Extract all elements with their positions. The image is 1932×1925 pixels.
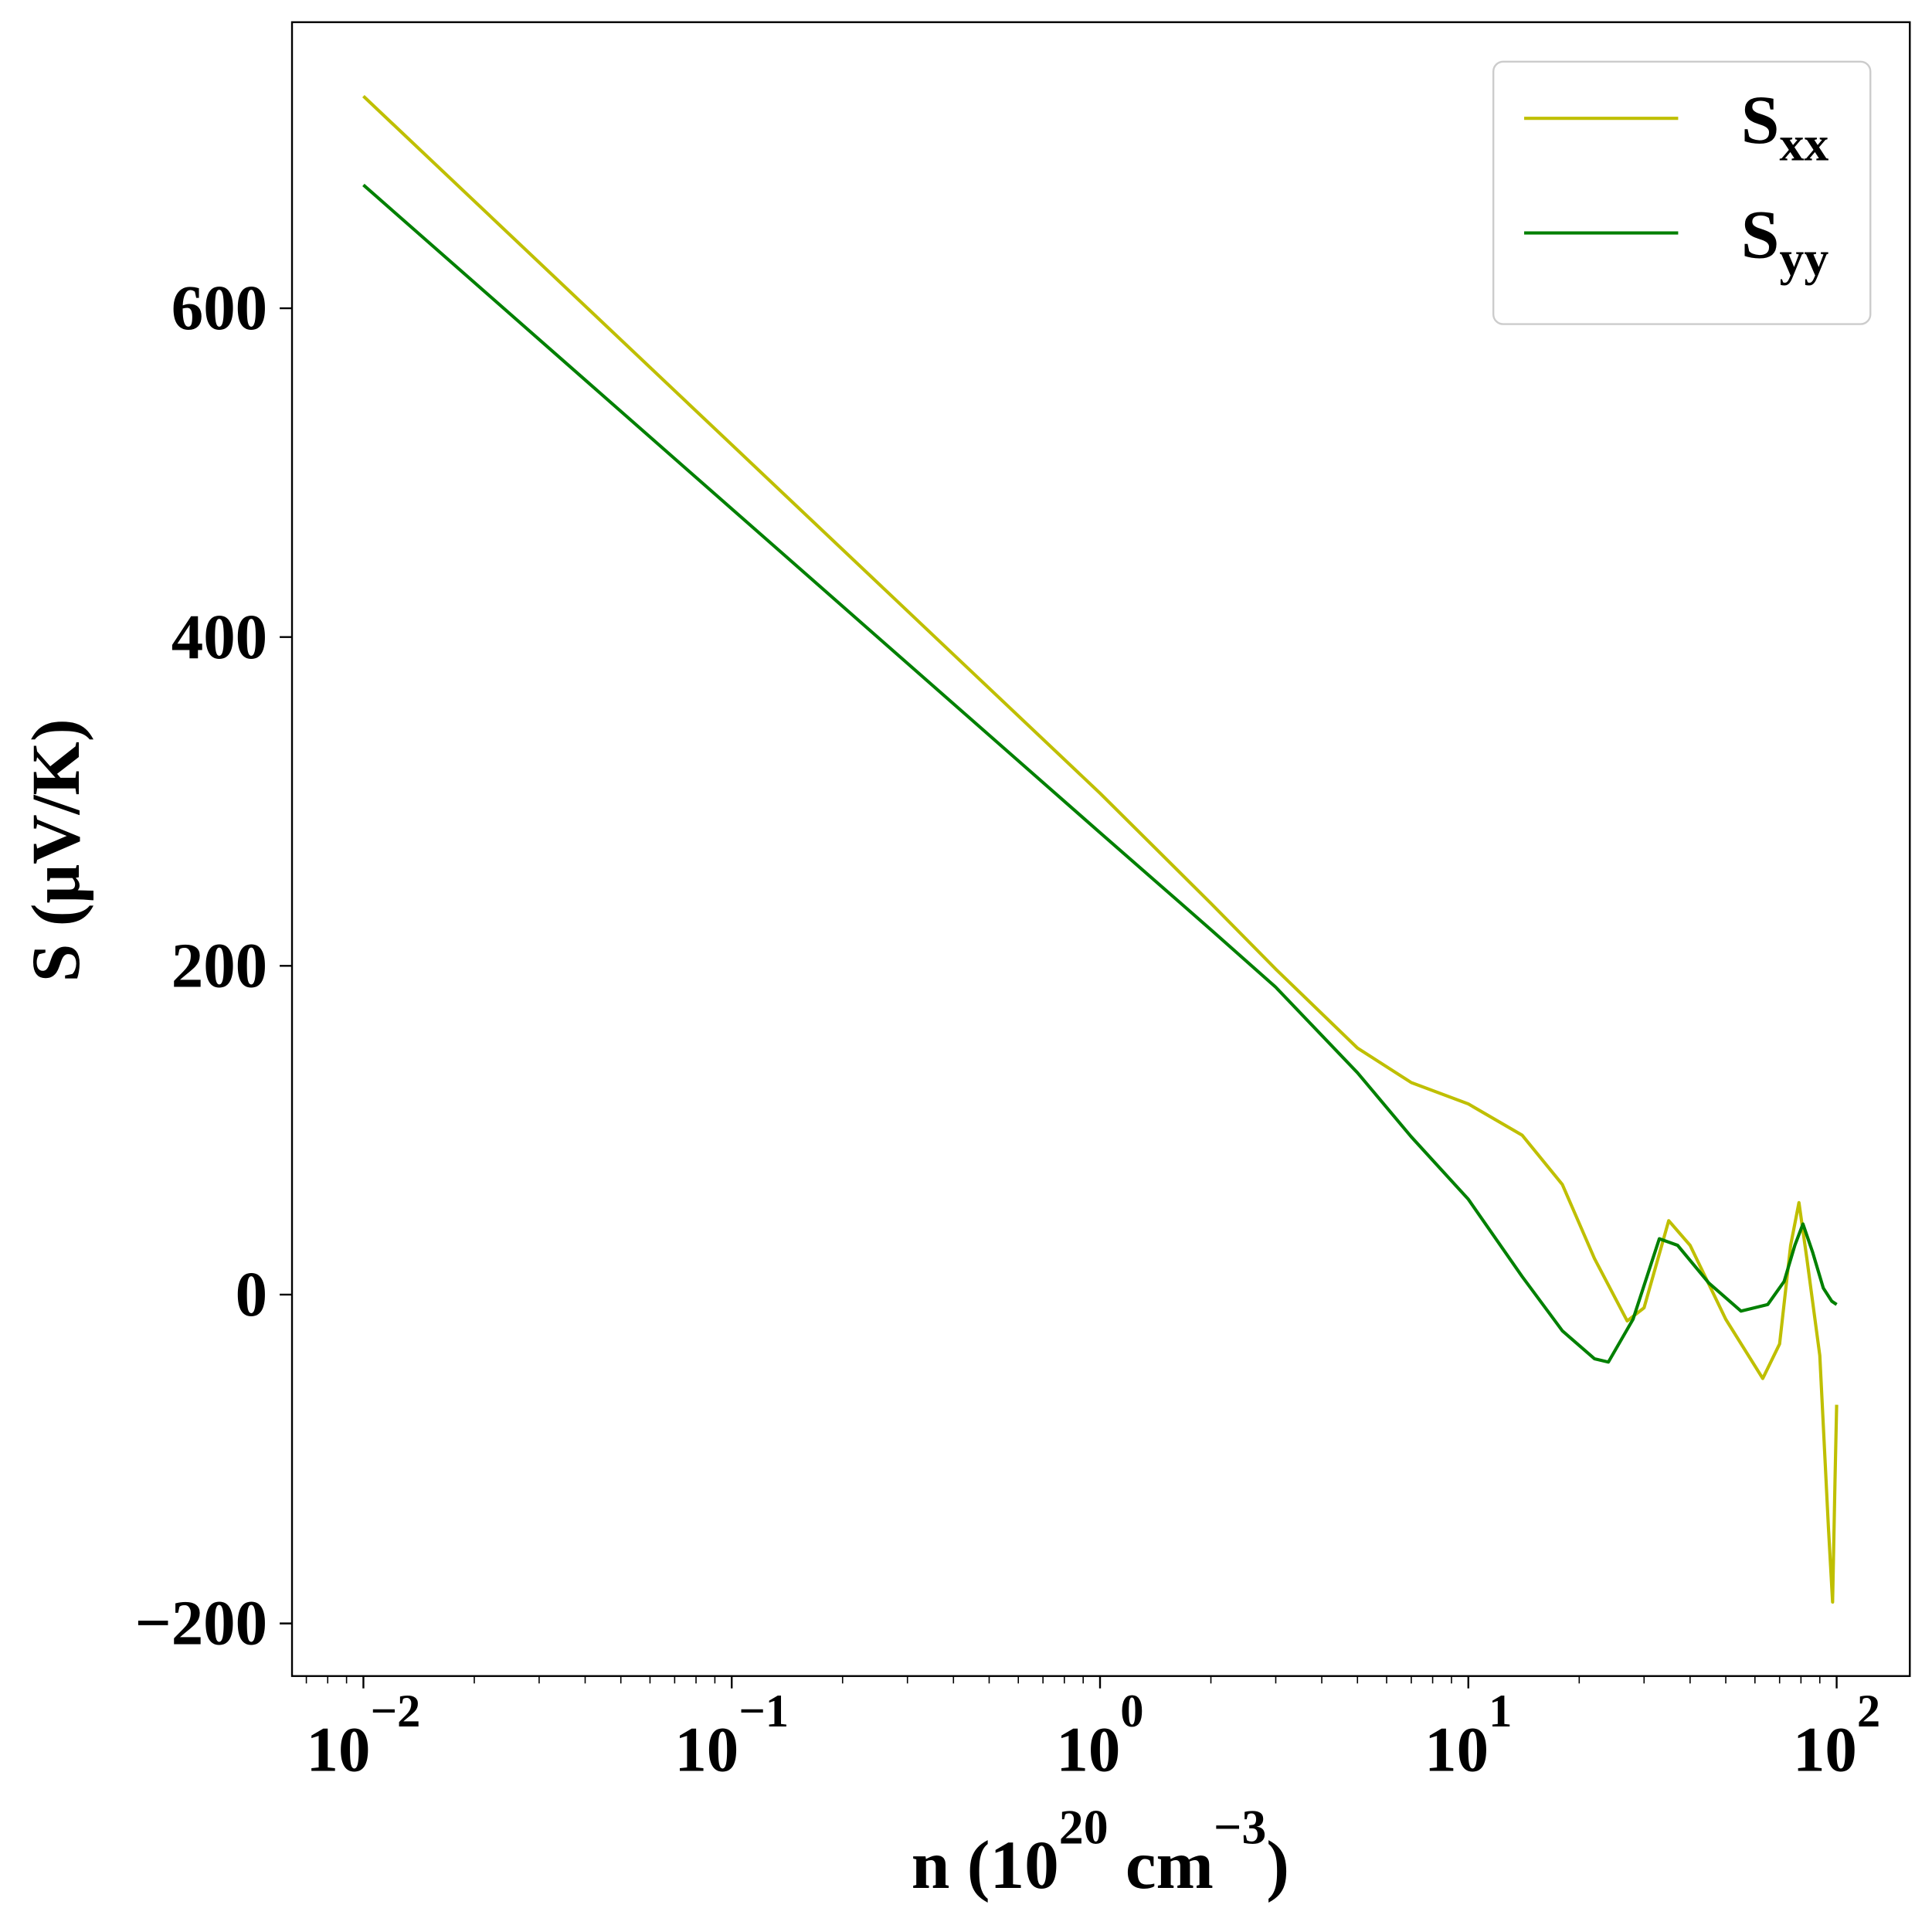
x-tick-label: 10−2 [307, 1686, 421, 1784]
legend-name: S [1741, 82, 1780, 158]
legend-subscript: xx [1779, 116, 1828, 171]
x-axis-label: n (1020 cm−3) [912, 1800, 1289, 1903]
x-tick-label: 101 [1424, 1686, 1512, 1784]
x-axis-label-part: ) [1266, 1827, 1289, 1903]
legend-name: S [1741, 196, 1780, 273]
legend-subscript: yy [1779, 231, 1828, 286]
x-axis-label-part: n (10 [912, 1827, 1059, 1903]
x-tick-exponent: 1 [1489, 1686, 1512, 1737]
y-tick-label: 0 [236, 1258, 267, 1329]
x-tick-label: 100 [1056, 1686, 1143, 1784]
series-line [362, 183, 1838, 1364]
x-tick-base: 10 [1793, 1714, 1857, 1785]
y-tick-label: 200 [171, 929, 267, 1000]
x-tick-base: 10 [1424, 1714, 1489, 1785]
x-axis-label-part: cm [1109, 1827, 1214, 1903]
x-tick-exponent: −1 [739, 1686, 789, 1737]
x-tick-exponent: −2 [370, 1686, 420, 1737]
x-axis-label-part: −3 [1214, 1800, 1266, 1855]
x-tick-exponent: 0 [1120, 1686, 1143, 1737]
x-tick-base: 10 [674, 1714, 739, 1785]
x-tick-exponent: 2 [1857, 1686, 1880, 1737]
x-tick-base: 10 [307, 1714, 371, 1785]
y-tick-label: 600 [171, 272, 267, 343]
legend-box [1492, 60, 1872, 325]
x-tick-label: 10−1 [674, 1686, 789, 1784]
legend-label: Syy [1741, 196, 1829, 285]
x-tick-base: 10 [1056, 1714, 1120, 1785]
y-axis-label: S (μV/K) [18, 718, 94, 982]
y-tick-label: 400 [171, 601, 267, 672]
y-tick-label: −200 [134, 1587, 267, 1658]
legend-label: Sxx [1741, 82, 1829, 171]
series-line [362, 94, 1839, 1604]
x-axis-label-part: 20 [1059, 1800, 1109, 1855]
plot-frame [290, 21, 1911, 1677]
x-tick-label: 102 [1793, 1686, 1880, 1784]
